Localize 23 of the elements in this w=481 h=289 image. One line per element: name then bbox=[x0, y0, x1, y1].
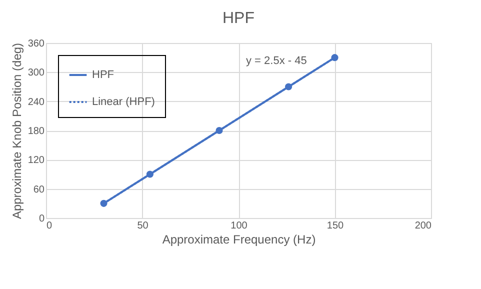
y-tick-label: 360 bbox=[28, 38, 45, 50]
y-tick-label: 0 bbox=[38, 214, 45, 224]
x-tick-label: 200 bbox=[414, 220, 432, 232]
y-tick-label: 240 bbox=[28, 96, 45, 108]
chart-title: HPF bbox=[222, 10, 255, 27]
y-tick-label: 60 bbox=[33, 184, 45, 196]
legend-label: HPF bbox=[92, 69, 114, 81]
point bbox=[100, 200, 108, 207]
annotation: y = 2.5x - 45 bbox=[246, 55, 307, 67]
y-axis-title: Approximate Knob Position (deg) bbox=[10, 42, 24, 220]
legend-label: Linear (HPF) bbox=[92, 96, 155, 108]
x-tick-label: 100 bbox=[230, 220, 248, 232]
x-tick-label: 150 bbox=[326, 220, 344, 232]
x-tick-label: 50 bbox=[137, 220, 149, 232]
y-tick-label: 120 bbox=[28, 155, 45, 166]
point bbox=[146, 170, 154, 178]
point bbox=[285, 83, 292, 90]
point bbox=[216, 126, 223, 134]
x-axis-title: Approximate Frequency (Hz) bbox=[162, 232, 316, 246]
x-tick-label: 0 bbox=[46, 220, 52, 232]
y-tick-label: 300 bbox=[28, 68, 45, 79]
point bbox=[331, 54, 338, 62]
y-tick-label: 180 bbox=[28, 126, 45, 137]
